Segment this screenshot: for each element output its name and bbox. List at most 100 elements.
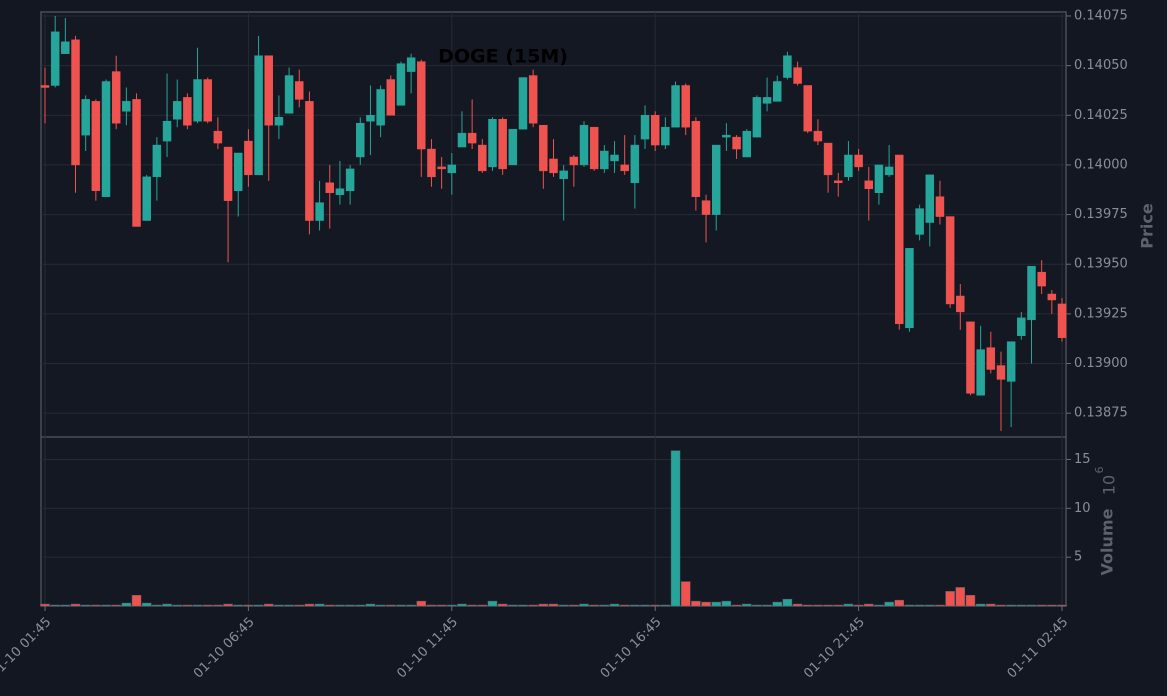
- volume-bar: [701, 601, 711, 607]
- volume-bar: [294, 604, 304, 607]
- volume-bar: [589, 604, 599, 607]
- volume-bar: [538, 603, 549, 607]
- volume-bar: [223, 603, 233, 607]
- candle-body: [956, 295, 965, 313]
- volume-bar: [813, 604, 823, 607]
- volume-bar: [243, 604, 254, 607]
- candle-body: [417, 61, 426, 150]
- y-tick-label: 0.14075: [1074, 8, 1128, 23]
- volume-bar: [101, 604, 111, 607]
- candle-body: [40, 85, 50, 88]
- candle-body: [315, 202, 324, 221]
- candle-body: [386, 79, 396, 116]
- candle-body: [884, 166, 894, 176]
- volume-bar: [986, 603, 996, 607]
- volume-bar: [70, 603, 81, 607]
- candle-body: [1037, 271, 1046, 287]
- candle-body: [874, 164, 884, 193]
- volume-bar: [609, 603, 620, 607]
- volume-bar: [792, 603, 803, 607]
- volume-bar: [925, 604, 935, 607]
- candle-body: [111, 71, 121, 124]
- candle-body: [579, 124, 589, 166]
- candle-body: [854, 154, 863, 168]
- volume-bar: [447, 604, 457, 607]
- candle-body: [172, 101, 182, 120]
- volume-bar: [904, 604, 915, 607]
- candle-body: [335, 188, 345, 195]
- candle-body: [467, 132, 477, 144]
- volume-exponent: 6: [1093, 467, 1106, 474]
- volume-tick-label: 10: [1074, 501, 1091, 516]
- candle-body: [427, 148, 436, 178]
- candle-body: [162, 120, 172, 142]
- volume-bar: [1006, 604, 1016, 607]
- volume-bar: [762, 604, 772, 607]
- candle-body: [295, 81, 304, 100]
- candle-body: [254, 55, 263, 176]
- volume-bar: [741, 603, 752, 607]
- volume-bar: [253, 604, 264, 607]
- candle-body: [559, 170, 568, 180]
- candle-body: [193, 79, 202, 122]
- volume-bar: [731, 604, 742, 607]
- candle-body: [81, 99, 90, 136]
- y-tick-label: 0.14000: [1074, 157, 1128, 172]
- candle-body: [122, 101, 131, 112]
- volume-bar: [650, 604, 660, 607]
- y-tick-label: 0.13950: [1074, 257, 1128, 272]
- volume-bar: [487, 600, 498, 607]
- candle-body: [1017, 317, 1026, 336]
- volume-bar: [467, 604, 477, 607]
- volume-tick-label: 15: [1074, 452, 1091, 467]
- candle-body: [915, 208, 924, 235]
- volume-bar: [426, 604, 437, 607]
- volume-bar: [569, 604, 579, 607]
- volume-bar: [579, 603, 589, 607]
- volume-bar: [345, 604, 355, 607]
- volume-bar: [660, 604, 671, 607]
- volume-bar: [721, 600, 732, 607]
- candle-body: [101, 81, 111, 197]
- candle-body: [610, 154, 619, 162]
- volume-bar: [202, 604, 213, 607]
- candle-body: [132, 99, 141, 227]
- volume-bar: [233, 604, 243, 607]
- candle-body: [508, 128, 518, 166]
- candle-body: [844, 154, 853, 178]
- volume-bar: [274, 604, 284, 607]
- y-tick-label: 0.14025: [1074, 108, 1128, 123]
- candle-body: [91, 101, 101, 191]
- y-tick-label: 0.14050: [1074, 58, 1128, 73]
- volume-bar: [803, 604, 813, 607]
- candle-body: [803, 85, 812, 132]
- volume-bar: [884, 601, 894, 607]
- volume-bar: [599, 604, 610, 607]
- candle-body: [345, 168, 355, 191]
- candle-body: [722, 134, 731, 138]
- candle-body: [701, 200, 711, 215]
- candle-body: [895, 154, 904, 325]
- volume-bar: [975, 603, 986, 607]
- volume-bar: [1026, 604, 1037, 607]
- candle-body: [498, 118, 507, 170]
- candle-body: [50, 31, 60, 86]
- volume-bar: [80, 604, 91, 607]
- volume-bar: [396, 604, 406, 607]
- candle-body: [650, 115, 660, 146]
- volume-bar: [141, 602, 152, 607]
- volume-bar: [121, 602, 132, 607]
- volume-bar: [528, 604, 538, 607]
- candle-body: [142, 176, 151, 221]
- candle-body: [528, 75, 538, 124]
- candle-body: [823, 142, 833, 176]
- candle-body: [233, 152, 243, 191]
- volume-bar: [670, 450, 681, 607]
- plot-layer: [40, 12, 1067, 607]
- candle-body: [549, 158, 558, 174]
- candle-body: [366, 115, 375, 122]
- candle-body: [966, 321, 975, 394]
- volume-bar: [1036, 604, 1047, 607]
- candle-body: [203, 79, 212, 122]
- volume-bar: [996, 604, 1006, 607]
